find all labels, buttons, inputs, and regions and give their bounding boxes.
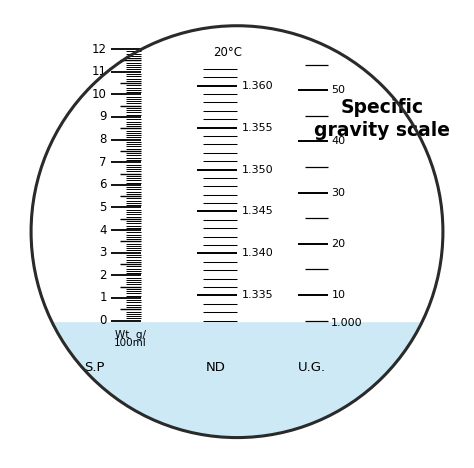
- Text: 7: 7: [100, 156, 107, 169]
- Text: 1.335: 1.335: [242, 291, 273, 300]
- Text: 6: 6: [100, 178, 107, 191]
- Text: 0: 0: [100, 314, 107, 327]
- Text: 20°C: 20°C: [214, 45, 243, 58]
- Text: 3: 3: [100, 246, 107, 259]
- Text: 12: 12: [92, 43, 107, 56]
- Text: 40: 40: [331, 136, 346, 146]
- Text: U.G.: U.G.: [298, 361, 326, 374]
- Text: 10: 10: [331, 290, 346, 300]
- Text: 1.340: 1.340: [242, 249, 273, 258]
- Text: 10: 10: [92, 88, 107, 101]
- Text: 50: 50: [331, 85, 346, 95]
- Text: Wt  g/: Wt g/: [115, 330, 146, 340]
- Text: 1.345: 1.345: [242, 206, 273, 217]
- Text: 9: 9: [100, 110, 107, 124]
- Text: 20: 20: [331, 239, 346, 249]
- Text: 11: 11: [92, 65, 107, 78]
- Text: Specific
gravity scale: Specific gravity scale: [314, 98, 450, 140]
- Text: 30: 30: [331, 188, 346, 197]
- Text: 2: 2: [100, 269, 107, 282]
- Polygon shape: [53, 323, 421, 438]
- Text: 8: 8: [100, 133, 107, 146]
- Text: 1: 1: [100, 292, 107, 305]
- Text: 1.360: 1.360: [242, 80, 273, 91]
- Text: ND: ND: [206, 361, 226, 374]
- Text: 1.000: 1.000: [330, 318, 362, 328]
- Text: 1.350: 1.350: [242, 164, 273, 175]
- Text: 100ml: 100ml: [114, 338, 146, 348]
- Text: 1.355: 1.355: [242, 123, 273, 132]
- Text: 4: 4: [100, 224, 107, 237]
- Text: S.P: S.P: [84, 361, 104, 374]
- Text: 5: 5: [100, 201, 107, 214]
